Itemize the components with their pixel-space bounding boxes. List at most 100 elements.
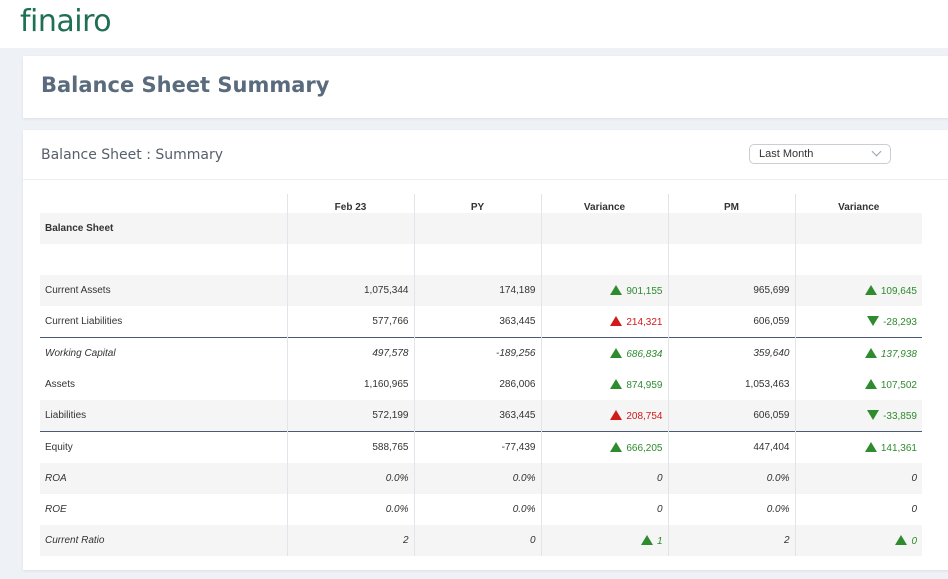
cell-variance-py: 208,754 xyxy=(540,400,668,432)
table-row: ROA 0.0% 0.0% 0 0.0% 0 xyxy=(40,463,922,494)
cell-variance-py-value: 666,205 xyxy=(626,442,663,454)
table-cell xyxy=(40,244,287,275)
row-label-value: Current Ratio xyxy=(45,535,105,546)
section-row: Balance Sheet xyxy=(40,213,922,244)
cell-feb-value: 572,199 xyxy=(372,410,409,421)
table-row: Assets 1,160,965 286,006 874,959 1,053,463 10… xyxy=(40,369,922,400)
triangle-up-icon xyxy=(864,378,877,389)
cell-pm-value: 1,053,463 xyxy=(745,379,790,390)
panel-title: Balance Sheet : Summary xyxy=(41,147,224,163)
cell-pm-value: 0.0% xyxy=(766,504,790,515)
cell-variance-py: 874,959 xyxy=(540,369,668,400)
section-label: Balance Sheet xyxy=(40,213,287,244)
table-cell xyxy=(413,213,541,244)
cell-pm: 965,699 xyxy=(667,275,795,306)
table-cell xyxy=(286,244,414,275)
spacer-row xyxy=(40,244,922,275)
cell-variance-pm: 0 xyxy=(794,525,922,556)
cell-variance-pm-value: 0 xyxy=(911,473,917,484)
cell-feb: 0.0% xyxy=(286,463,414,494)
cell-py: 0.0% xyxy=(413,494,541,525)
table-row: Working Capital 497,578 -189,256 686,834 359… xyxy=(40,337,922,369)
column-header-pm: PM xyxy=(667,194,795,213)
triangle-up-icon xyxy=(864,441,877,452)
cell-pm-value: 965,699 xyxy=(753,285,790,296)
column-header xyxy=(40,194,287,213)
row-label-value: Current Assets xyxy=(45,285,111,296)
cell-variance-py: 214,321 xyxy=(540,306,668,338)
triangle-up-icon xyxy=(610,284,623,295)
cell-variance-pm-value: -28,293 xyxy=(883,316,917,328)
period-dropdown-value: Last Month xyxy=(759,148,814,160)
header-row: Feb 23 PY Variance PM Variance xyxy=(40,194,922,213)
summary-panel: Balance Sheet : Summary Last Month Feb 2… xyxy=(23,130,948,570)
cell-variance-pm: 0 xyxy=(794,494,922,525)
cell-variance-pm-value: -33,859 xyxy=(883,410,917,422)
cell-variance-py-value: 874,959 xyxy=(626,379,663,391)
row-label-value: ROA xyxy=(45,473,67,484)
brand-logo[interactable]: finairo xyxy=(20,4,112,39)
cell-variance-py-value: 0 xyxy=(656,473,663,484)
cell-pm-value: 606,059 xyxy=(753,316,790,327)
cell-feb-value: 588,765 xyxy=(372,442,409,453)
row-label-value: Liabilities xyxy=(45,410,87,421)
cell-py-value: 286,006 xyxy=(499,379,536,390)
table-row: Liabilities 572,199 363,445 208,754 606,059 -… xyxy=(40,400,922,432)
cell-feb: 2 xyxy=(286,525,414,556)
triangle-up-icon xyxy=(610,378,623,389)
cell-feb: 1,075,344 xyxy=(286,275,414,306)
column-header-feb: Feb 23 xyxy=(286,194,414,213)
table-row: Current Ratio 2 0 1 2 0 xyxy=(40,525,922,556)
table-row: Current Liabilities 577,766 363,445 214,321… xyxy=(40,306,922,338)
cell-variance-pm: 109,645 xyxy=(794,275,922,306)
table-cell xyxy=(794,244,922,275)
cell-py-value: 0 xyxy=(529,535,536,546)
cell-py: 363,445 xyxy=(413,400,541,432)
table-row: ROE 0.0% 0.0% 0 0.0% 0 xyxy=(40,494,922,525)
title-card: Balance Sheet Summary xyxy=(23,56,948,118)
cell-variance-pm: -28,293 xyxy=(794,306,922,338)
cell-variance-pm: 137,938 xyxy=(794,337,922,369)
cell-variance-pm-value: 109,645 xyxy=(880,285,917,297)
row-label: ROE xyxy=(40,494,287,525)
triangle-up-icon xyxy=(864,284,877,295)
cell-py-value: 0.0% xyxy=(512,504,536,515)
cell-variance-py-value: 214,321 xyxy=(626,316,663,328)
cell-variance-py: 686,834 xyxy=(540,337,668,369)
cell-pm-value: 606,059 xyxy=(753,410,790,421)
row-label: ROA xyxy=(40,463,287,494)
period-dropdown[interactable]: Last Month xyxy=(749,144,891,164)
cell-variance-py: 0 xyxy=(540,463,668,494)
row-label-value: Equity xyxy=(45,442,73,453)
triangle-down-icon xyxy=(867,315,880,326)
triangle-up-icon xyxy=(864,347,877,358)
cell-pm: 447,404 xyxy=(667,431,795,463)
cell-variance-py-value: 901,155 xyxy=(626,285,663,297)
cell-feb: 588,765 xyxy=(286,431,414,463)
cell-py: 0 xyxy=(413,525,541,556)
table-cell xyxy=(667,213,795,244)
row-label-value: Current Liabilities xyxy=(45,316,123,327)
cell-feb: 497,578 xyxy=(286,337,414,369)
panel-header: Balance Sheet : Summary Last Month xyxy=(23,130,948,180)
cell-py: -189,256 xyxy=(413,337,541,369)
cell-py-value: 363,445 xyxy=(499,410,536,421)
row-label: Current Assets xyxy=(40,275,287,306)
cell-pm: 359,640 xyxy=(667,337,795,369)
column-header-py: PY xyxy=(413,194,541,213)
cell-variance-py: 901,155 xyxy=(540,275,668,306)
triangle-up-icon xyxy=(610,347,623,358)
cell-feb: 0.0% xyxy=(286,494,414,525)
table-cell xyxy=(540,213,668,244)
table-cell xyxy=(413,244,541,275)
table-cell xyxy=(667,244,795,275)
triangle-up-icon xyxy=(895,534,908,545)
cell-variance-pm-value: 0 xyxy=(911,504,917,515)
cell-pm: 0.0% xyxy=(667,494,795,525)
cell-py-value: 363,445 xyxy=(499,316,536,327)
cell-feb-value: 2 xyxy=(402,535,409,546)
cell-py: 0.0% xyxy=(413,463,541,494)
cell-variance-py-value: 0 xyxy=(656,504,663,515)
cell-feb-value: 0.0% xyxy=(385,504,409,515)
triangle-up-icon xyxy=(610,441,623,452)
